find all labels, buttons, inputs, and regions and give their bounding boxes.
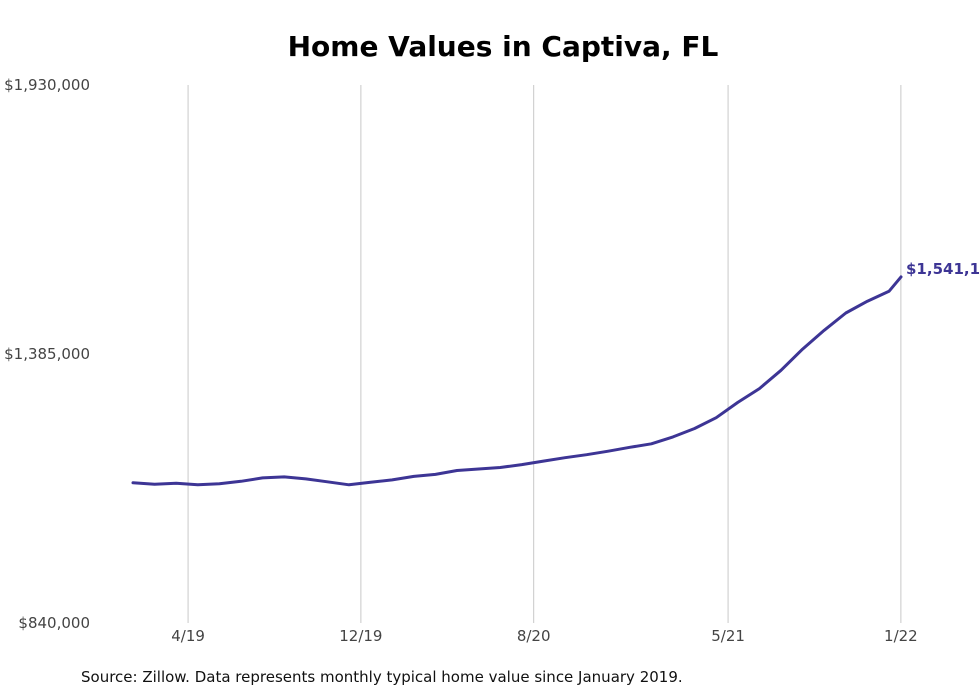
- x-tick-label: 5/21: [711, 627, 745, 645]
- y-tick-label-bottom: $840,000: [18, 614, 90, 632]
- chart-title: Home Values in Captiva, FL: [287, 30, 719, 63]
- y-tick-label-middle: $1,385,000: [4, 345, 90, 363]
- x-tick-label: 4/19: [171, 627, 205, 645]
- y-tick-label-top: $1,930,000: [4, 76, 90, 94]
- x-tick-label: 8/20: [517, 627, 551, 645]
- home-value-series-line: [131, 275, 903, 487]
- end-value-label: $1,541,189: [906, 260, 980, 278]
- x-tick-label: 1/22: [884, 627, 918, 645]
- source-note: Source: Zillow. Data represents monthly …: [81, 668, 683, 686]
- x-tick-label: 12/19: [339, 627, 382, 645]
